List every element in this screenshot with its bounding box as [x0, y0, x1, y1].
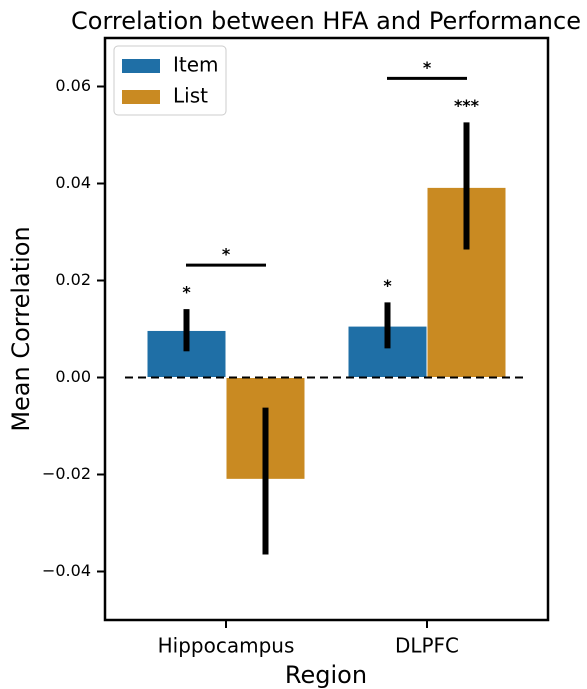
comparison-label: *: [222, 245, 231, 264]
chart-title: Correlation between HFA and Performance: [71, 7, 581, 35]
legend-swatch: [122, 90, 160, 104]
y-axis-label: Mean Correlation: [7, 226, 35, 431]
significance-label: *: [383, 276, 392, 295]
significance-label: *: [182, 283, 191, 302]
y-tick-label: 0.00: [55, 367, 91, 386]
significance-label: ***: [454, 96, 480, 115]
x-axis-label: Region: [285, 661, 367, 689]
legend-label: List: [173, 84, 208, 108]
x-tick-label: Hippocampus: [158, 634, 295, 658]
y-tick-label: −0.02: [42, 464, 91, 483]
y-tick-label: 0.04: [55, 173, 91, 192]
x-tick-label: DLPFC: [395, 634, 459, 658]
y-tick-label: −0.04: [42, 561, 91, 580]
plot-frame: [103, 36, 550, 622]
comparison-label: *: [423, 58, 432, 77]
legend-swatch: [122, 59, 160, 73]
y-tick-label: 0.02: [55, 270, 91, 289]
y-tick-label: 0.06: [55, 76, 91, 95]
legend-label: Item: [173, 53, 219, 77]
